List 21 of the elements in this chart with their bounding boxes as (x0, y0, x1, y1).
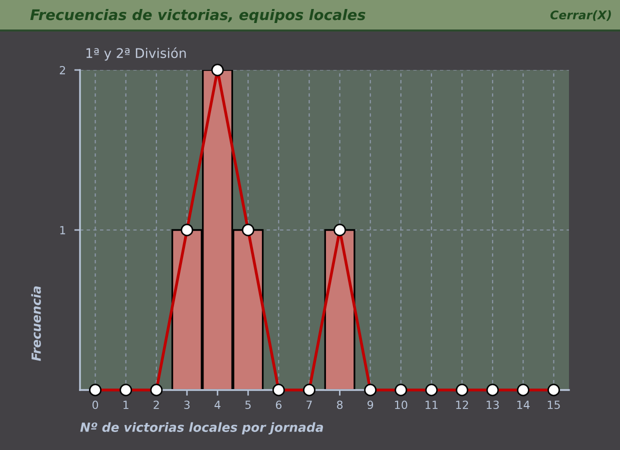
x-tick-label: 7 (306, 400, 312, 409)
x-tick-label: 5 (245, 400, 251, 410)
x-tick-label: 2 (154, 400, 159, 409)
chart-title: Frecuencias de victorias, equipos locales (30, 8, 366, 24)
x-tick-label: 15 (548, 400, 560, 410)
x-tick-label: 13 (486, 400, 499, 410)
x-tick-label: 0 (92, 400, 98, 410)
x-tick-label: 8 (337, 400, 343, 410)
x-tick-label: 3 (184, 400, 190, 410)
x-tick-label: 4 (214, 400, 220, 409)
x-tick-label: 14 (517, 400, 530, 409)
y-axis-title: Frecuencia (31, 286, 41, 361)
x-tick-label: 9 (368, 400, 374, 410)
x-tick-label: 12 (456, 400, 468, 409)
chart-subtitle: 1ª y 2ª División (86, 47, 186, 61)
x-tick-label: 6 (276, 400, 282, 410)
text: Cerrar(X) (550, 10, 611, 21)
x-axis-title: Nº de victorias locales por jornada (80, 422, 323, 434)
x-tick-label: 10 (395, 400, 408, 410)
x-tick-label: 11 (426, 400, 438, 409)
x-tick-label: 1 (124, 400, 128, 409)
